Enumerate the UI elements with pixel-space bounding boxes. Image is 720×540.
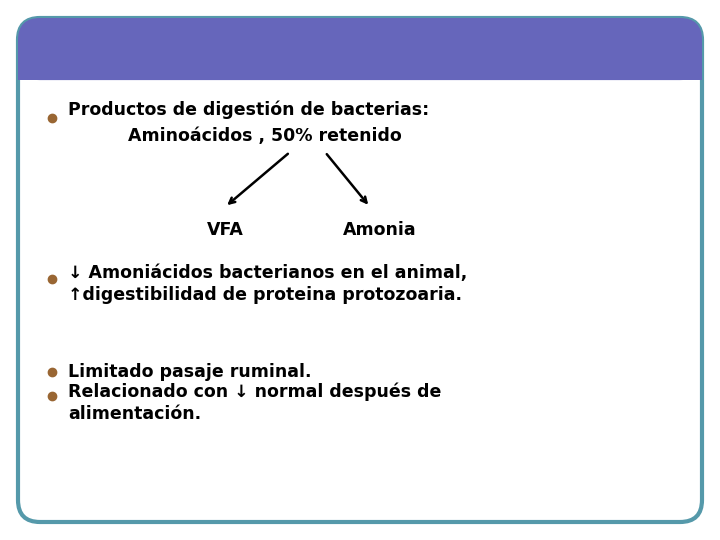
Text: Productos de digestión de bacterias:: Productos de digestión de bacterias: — [68, 101, 429, 119]
Text: ↓ Amoniácidos bacterianos en el animal,: ↓ Amoniácidos bacterianos en el animal, — [68, 264, 467, 282]
Text: Relacionado con ↓ normal después de: Relacionado con ↓ normal después de — [68, 383, 441, 401]
Text: VFA: VFA — [207, 221, 243, 239]
Text: ↑digestibilidad de proteina protozoaria.: ↑digestibilidad de proteina protozoaria. — [68, 286, 462, 304]
FancyBboxPatch shape — [18, 18, 702, 522]
Text: Amonia: Amonia — [343, 221, 417, 239]
Text: alimentación.: alimentación. — [68, 405, 201, 423]
Text: Limitado pasaje ruminal.: Limitado pasaje ruminal. — [68, 363, 312, 381]
FancyBboxPatch shape — [18, 18, 702, 80]
Polygon shape — [18, 49, 702, 80]
Text: Aminoácidos , 50% retenido: Aminoácidos , 50% retenido — [128, 127, 402, 145]
